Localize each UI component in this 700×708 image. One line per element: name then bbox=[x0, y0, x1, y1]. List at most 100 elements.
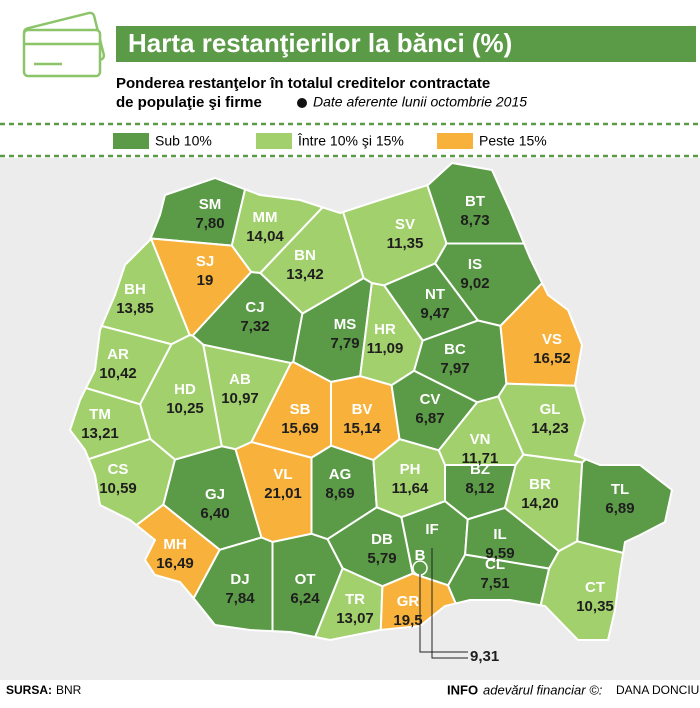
region-value: 7,97 bbox=[440, 360, 469, 377]
region-code: SM bbox=[199, 196, 222, 213]
region-value: 5,79 bbox=[367, 550, 396, 567]
legend-swatch bbox=[256, 133, 292, 149]
region-value: 7,84 bbox=[225, 590, 255, 607]
region-value: 6,24 bbox=[290, 590, 320, 607]
region-value: 9,31 bbox=[470, 648, 499, 665]
region-code: BZ bbox=[470, 461, 490, 478]
region-code: NT bbox=[425, 286, 445, 303]
legend-swatch bbox=[113, 133, 149, 149]
region-code: IS bbox=[468, 256, 482, 273]
region-code: BH bbox=[124, 281, 146, 298]
map: SM 7,80 MM 14,04 SV 11,35 BT 8,73 SJ 19 BN 13,42 IS 9… bbox=[68, 161, 674, 665]
region-value: 11,09 bbox=[367, 340, 404, 357]
region-value: 6,40 bbox=[200, 505, 229, 522]
region-value: 13,85 bbox=[116, 300, 154, 317]
region-code: SJ bbox=[196, 253, 214, 270]
region-code: CJ bbox=[245, 299, 264, 316]
source: BNR bbox=[56, 683, 82, 697]
region-value: 9,47 bbox=[420, 305, 449, 322]
region-value: 19 bbox=[197, 272, 214, 289]
region-code: HR bbox=[374, 321, 396, 338]
legend-label: Peste 15% bbox=[479, 133, 547, 149]
region-code: CV bbox=[420, 391, 441, 408]
region-code: CL bbox=[485, 556, 505, 573]
region-code: CT bbox=[585, 579, 605, 596]
legend-swatch bbox=[437, 133, 473, 149]
region-value: 6,89 bbox=[605, 500, 634, 517]
region-value: 11,64 bbox=[392, 480, 429, 497]
region-code: TM bbox=[89, 406, 111, 423]
region-code: BV bbox=[352, 401, 373, 418]
region-value: 7,79 bbox=[330, 335, 359, 352]
author: DANA DONCIU bbox=[616, 683, 699, 697]
region-value: 21,01 bbox=[264, 485, 302, 502]
region-code: TR bbox=[345, 591, 365, 608]
bullet bbox=[297, 98, 307, 108]
credit-label: INFO bbox=[447, 682, 478, 697]
region-code: B bbox=[415, 547, 426, 564]
region-code: GJ bbox=[205, 486, 225, 503]
region-code: VL bbox=[273, 466, 292, 483]
region-value: 13,07 bbox=[336, 610, 374, 627]
region-value: 8,73 bbox=[460, 212, 489, 229]
region-code: GL bbox=[540, 401, 561, 418]
region bbox=[446, 553, 551, 607]
region-code: GR bbox=[397, 593, 420, 610]
region-code: HD bbox=[174, 381, 196, 398]
region-code: IF bbox=[425, 521, 438, 538]
legend-label: Sub 10% bbox=[155, 133, 212, 149]
region-value: 10,97 bbox=[221, 390, 259, 407]
legend: Sub 10% Între 10% şi 15% Peste 15% bbox=[113, 133, 547, 149]
region-code: DJ bbox=[230, 571, 249, 588]
region-value: 14,20 bbox=[521, 495, 559, 512]
region-code: VN bbox=[470, 431, 491, 448]
region-value: 10,42 bbox=[99, 365, 137, 382]
callout-line bbox=[431, 548, 468, 659]
legend-label: Între 10% şi 15% bbox=[297, 133, 404, 149]
region-value: 7,51 bbox=[480, 575, 509, 592]
region-value: 9,02 bbox=[460, 275, 489, 292]
region-code: BT bbox=[465, 193, 485, 210]
region-value: 16,49 bbox=[156, 555, 194, 572]
callout-line bbox=[419, 574, 468, 653]
region-code: AR bbox=[107, 346, 129, 363]
region-code: IL bbox=[493, 526, 506, 543]
region-value: 7,80 bbox=[195, 215, 224, 232]
region bbox=[134, 503, 222, 601]
region-code: SV bbox=[395, 216, 415, 233]
region bbox=[379, 572, 458, 632]
region-value: 16,52 bbox=[533, 350, 571, 367]
card-icon bbox=[22, 11, 106, 78]
title: Harta restanţierilor la bănci (%) bbox=[128, 28, 512, 58]
region-value: 6,87 bbox=[415, 410, 444, 427]
region-code: PH bbox=[400, 461, 421, 478]
region-value: 11,35 bbox=[387, 235, 424, 252]
region-code: AG bbox=[329, 466, 352, 483]
region-value: 7,32 bbox=[240, 318, 269, 335]
region-value: 13,42 bbox=[286, 266, 324, 283]
region bbox=[576, 458, 674, 555]
region-code: TL bbox=[611, 481, 629, 498]
region-code: DB bbox=[371, 531, 393, 548]
region-value: 10,59 bbox=[99, 480, 137, 497]
region-value: 8,12 bbox=[465, 480, 494, 497]
region-value: 13,21 bbox=[81, 425, 119, 442]
region bbox=[539, 540, 625, 641]
subtitle: de populaţie şi firme bbox=[116, 94, 262, 111]
region-code: AB bbox=[229, 371, 251, 388]
region-value: 15,14 bbox=[343, 420, 381, 437]
region-value: 10,35 bbox=[576, 598, 614, 615]
region-value: 8,69 bbox=[325, 485, 354, 502]
region-code: MM bbox=[253, 209, 278, 226]
region-code: CS bbox=[108, 461, 129, 478]
region bbox=[68, 386, 152, 461]
region-value: 19,5 bbox=[393, 612, 422, 629]
region bbox=[192, 536, 274, 633]
region-value: 11,71 bbox=[462, 450, 499, 467]
region-value: 9,59 bbox=[485, 545, 514, 562]
source-label: SURSA: bbox=[6, 683, 52, 697]
region-value: 10,25 bbox=[166, 400, 204, 417]
region-value: 14,23 bbox=[531, 420, 569, 437]
